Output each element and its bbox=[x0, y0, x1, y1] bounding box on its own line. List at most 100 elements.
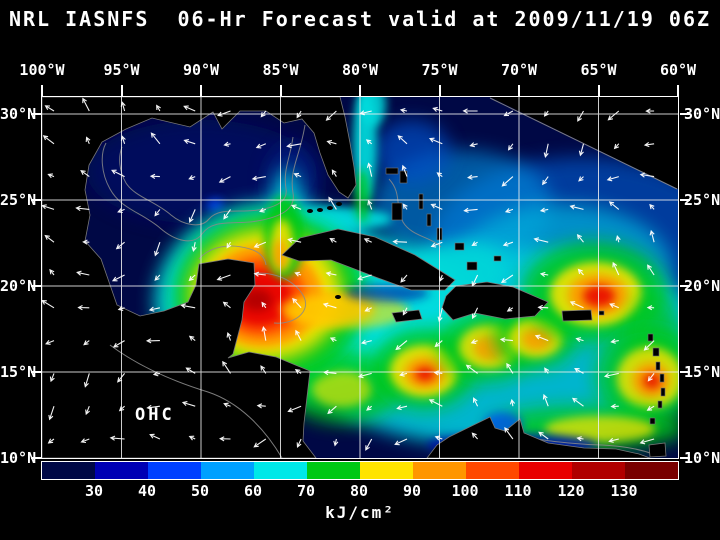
vector-arrow bbox=[260, 365, 267, 374]
vector-arrow bbox=[44, 105, 55, 112]
lat-axis-label-left: 10°N bbox=[0, 448, 37, 467]
lat-tick-left bbox=[31, 113, 41, 116]
vector-arrow bbox=[507, 143, 514, 151]
lon-axis-label: 70°W bbox=[500, 61, 538, 79]
vector-arrow bbox=[647, 373, 655, 382]
lon-axis-label: 90°W bbox=[182, 61, 220, 79]
vector-arrow bbox=[188, 335, 196, 342]
vector-arrow bbox=[222, 301, 231, 309]
vector-arrow bbox=[149, 433, 161, 440]
vector-arrow bbox=[294, 271, 302, 277]
vector-arrow bbox=[639, 172, 655, 178]
vector-arrow bbox=[610, 403, 619, 409]
vector-arrow bbox=[357, 372, 372, 379]
vector-arrow bbox=[222, 360, 231, 374]
vector-arrow bbox=[152, 371, 161, 377]
vector-arrow bbox=[226, 332, 232, 341]
colorbar-segment bbox=[95, 462, 148, 479]
vector-arrow bbox=[154, 274, 161, 281]
colorbar-segment bbox=[201, 462, 254, 479]
colorbar-tick-label: 70 bbox=[296, 482, 316, 500]
vector-arrow bbox=[296, 438, 302, 448]
wind-vectors bbox=[42, 97, 655, 451]
vector-arrow bbox=[649, 229, 655, 243]
colorbar-tick-label: 30 bbox=[84, 482, 104, 500]
vector-arrow bbox=[223, 209, 231, 220]
vector-arrow bbox=[643, 141, 655, 148]
vector-arrow bbox=[251, 175, 266, 181]
vector-arrow bbox=[296, 110, 302, 119]
vector-arrow bbox=[323, 369, 337, 376]
vector-arrow bbox=[85, 136, 91, 145]
grid-lines bbox=[42, 97, 678, 458]
vector-arrow bbox=[499, 337, 513, 343]
vector-arrow bbox=[396, 405, 408, 411]
lat-axis-label-right: 30°N bbox=[684, 105, 720, 124]
lon-tick bbox=[597, 85, 600, 96]
vector-arrow bbox=[80, 438, 90, 444]
lat-axis-label-right: 20°N bbox=[684, 277, 720, 295]
vector-arrow bbox=[542, 176, 549, 186]
lon-axis-label: 80°W bbox=[341, 61, 379, 79]
vector-arrow bbox=[253, 241, 267, 248]
vector-arrow bbox=[612, 261, 620, 276]
vector-arrow bbox=[647, 264, 655, 276]
vector-arrow bbox=[649, 203, 655, 210]
vector-arrow bbox=[185, 367, 196, 374]
lat-axis-label-left: 15°N bbox=[0, 362, 37, 381]
vector-arrow bbox=[504, 208, 514, 214]
vector-arrow bbox=[188, 435, 196, 441]
vector-arrow bbox=[115, 241, 125, 250]
vector-arrow bbox=[576, 234, 584, 243]
vector-arrow bbox=[609, 303, 620, 309]
vector-arrow bbox=[112, 340, 125, 348]
vector-arrow bbox=[437, 307, 443, 323]
vector-arrow bbox=[261, 325, 267, 341]
vector-arrow bbox=[502, 241, 514, 247]
ohc-label: OHC bbox=[135, 405, 175, 425]
vector-arrow bbox=[333, 438, 339, 447]
vector-arrow bbox=[578, 176, 584, 182]
vector-arrow bbox=[223, 141, 231, 147]
vector-arrow bbox=[45, 339, 55, 345]
vector-arrow bbox=[118, 405, 125, 412]
vector-arrow bbox=[606, 176, 619, 182]
vector-arrow bbox=[223, 402, 231, 408]
vector-arrow bbox=[287, 405, 302, 413]
vector-arrow bbox=[469, 142, 478, 148]
vector-arrow bbox=[293, 172, 302, 178]
vector-arrow bbox=[80, 170, 90, 178]
vector-arrow bbox=[117, 208, 125, 214]
lon-axis-label: 95°W bbox=[103, 61, 140, 79]
vector-arrow bbox=[365, 139, 373, 145]
vector-arrow bbox=[608, 201, 620, 210]
vector-arrow bbox=[47, 173, 55, 179]
vector-arrow bbox=[188, 274, 196, 282]
lon-tick bbox=[438, 85, 441, 96]
model-domain-mask bbox=[109, 97, 678, 458]
lat-axis-label-right: 25°N bbox=[684, 191, 720, 210]
vector-arrow bbox=[149, 173, 160, 179]
vector-arrow bbox=[571, 397, 584, 407]
vector-arrow bbox=[44, 234, 55, 243]
vector-arrow bbox=[500, 274, 514, 284]
cuba-land bbox=[281, 228, 456, 291]
vector-arrow bbox=[294, 369, 302, 374]
colorbar-segment bbox=[42, 462, 95, 479]
vector-arrow bbox=[42, 135, 55, 145]
vector-arrow bbox=[539, 271, 549, 278]
vector-arrow bbox=[191, 242, 197, 253]
lat-tick-right bbox=[680, 370, 690, 373]
vector-arrow bbox=[82, 97, 90, 112]
vector-arrow bbox=[76, 270, 90, 276]
vector-arrow bbox=[42, 300, 55, 309]
colorbar-segment bbox=[413, 462, 466, 479]
vector-arrow bbox=[328, 196, 337, 210]
vector-arrow bbox=[117, 373, 126, 383]
vector-arrow bbox=[402, 203, 408, 210]
vector-arrow bbox=[329, 337, 337, 343]
lon-tick bbox=[41, 85, 43, 96]
vector-arrow bbox=[146, 404, 160, 411]
vector-arrow bbox=[77, 305, 90, 311]
